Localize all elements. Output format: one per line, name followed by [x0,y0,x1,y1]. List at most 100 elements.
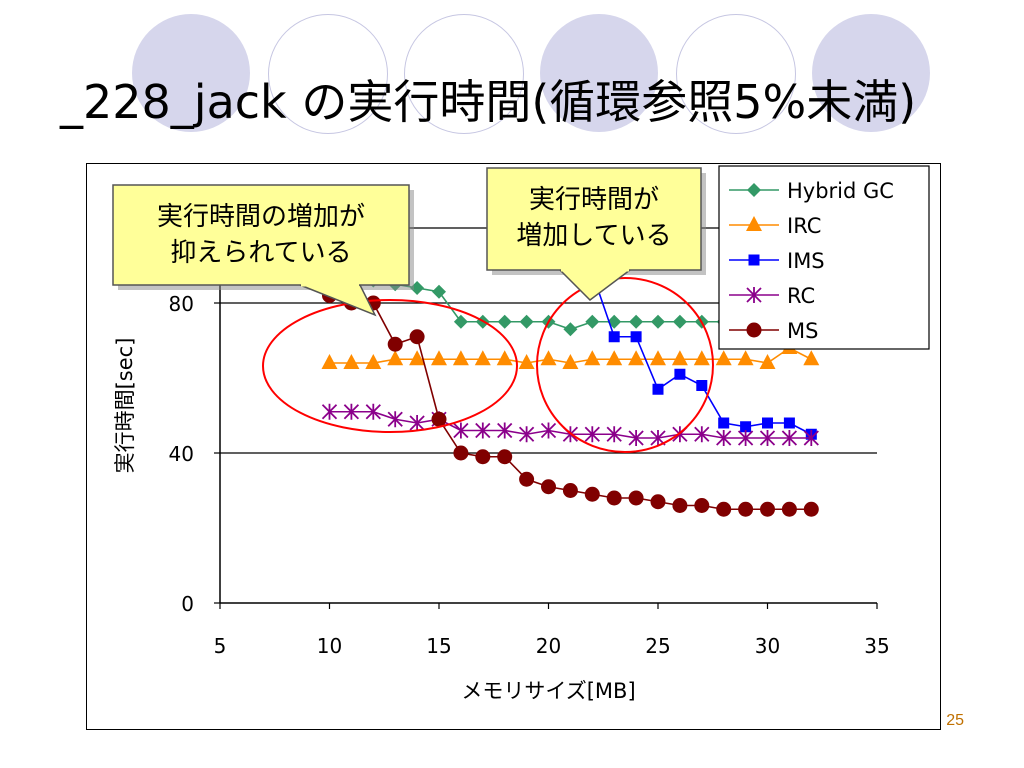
data-point [453,445,469,461]
data-point [519,471,535,487]
data-point [562,483,578,498]
y-tick-label: 80 [169,292,194,316]
data-point [781,430,798,446]
data-point [759,354,776,369]
data-point [693,350,710,366]
data-point [783,417,795,429]
x-tick-label: 35 [864,634,889,658]
series-irc [321,339,820,369]
decor-circle-4 [540,14,658,132]
chart-frame [86,163,941,730]
legend-item-ims: IMS [729,249,825,273]
data-point [343,354,360,369]
data-point [803,350,820,366]
legend-marker [747,183,761,197]
y-tick-label: 0 [181,592,194,616]
legend: Hybrid GC IRC IMS RC MS [718,165,930,350]
data-point [759,430,776,446]
legend-item-ms: MS [729,319,818,343]
data-point [650,494,666,510]
slide-title: _228_jack の実行時間(循環参照5%未満) [60,75,917,129]
data-point [716,501,732,517]
data-point [452,350,469,366]
data-point [563,322,578,337]
x-tick-label: 20 [536,634,561,658]
data-point [608,331,620,343]
series-layer [321,267,820,517]
legend-label: Hybrid GC [787,179,894,203]
data-point [519,314,534,329]
data-point [518,426,535,443]
data-point [629,314,644,329]
x-tick-label: 25 [645,634,670,658]
series-rc [321,403,819,446]
callout-text: 実行時間が [529,185,659,215]
y-tick-label: 40 [169,442,194,466]
data-point [803,501,819,517]
data-point [474,350,491,366]
data-point [321,354,338,369]
data-point [409,350,426,366]
legend-label: IMS [787,249,825,273]
axis-layer: 5 10 15 20 25 30 35 0 40 80 メモリサイズ[MB] 実行時間[sec] [113,228,890,703]
x-axis-label: メモリサイズ[MB] [461,679,635,703]
decor-circle-3 [404,14,524,134]
data-point [672,498,688,513]
data-point [387,411,403,428]
data-point [694,498,710,513]
x-tick-label: 30 [755,634,780,658]
data-point [762,417,773,429]
data-point [343,403,360,420]
data-point [716,430,732,446]
data-point [540,422,557,439]
data-point [497,449,513,465]
data-point [628,350,645,366]
data-point [737,430,754,446]
data-point [387,350,404,366]
data-point [562,354,579,369]
callout-text: 実行時間の増加が [157,202,365,232]
legend-marker [748,254,760,266]
data-point [672,314,687,329]
data-point [584,426,600,443]
callout-text: 抑えられている [170,238,351,268]
data-point [453,314,468,329]
data-point [540,350,557,366]
data-point [606,490,622,506]
data-point [651,314,665,329]
data-point [475,449,491,465]
data-point [475,422,491,439]
data-point [431,350,447,366]
legend-marker [746,216,762,231]
legend-item-rc: RC [729,284,815,308]
data-point [431,411,447,427]
x-tick-label: 15 [426,634,451,658]
data-point [365,354,382,369]
data-point [584,350,601,366]
data-point [781,501,797,517]
legend-item-hybrid-gc: Hybrid GC [729,179,894,203]
data-point [760,501,775,517]
page-number: 25 [946,712,964,729]
data-point [652,383,664,395]
data-point [803,430,819,446]
data-point [541,479,556,495]
data-point [628,490,644,506]
data-point [584,486,600,502]
data-point [585,314,600,329]
data-point [453,422,469,439]
legend-label: IRC [787,214,821,238]
data-point [718,417,730,429]
decor-circle-6 [812,14,930,132]
legend-label: MS [787,319,818,343]
callout-box [486,167,702,271]
legend-marker [746,322,762,338]
data-point [738,501,754,517]
callout-text: 増加している [516,221,671,251]
highlight-ellipse-right [536,277,714,453]
data-point [628,430,644,446]
